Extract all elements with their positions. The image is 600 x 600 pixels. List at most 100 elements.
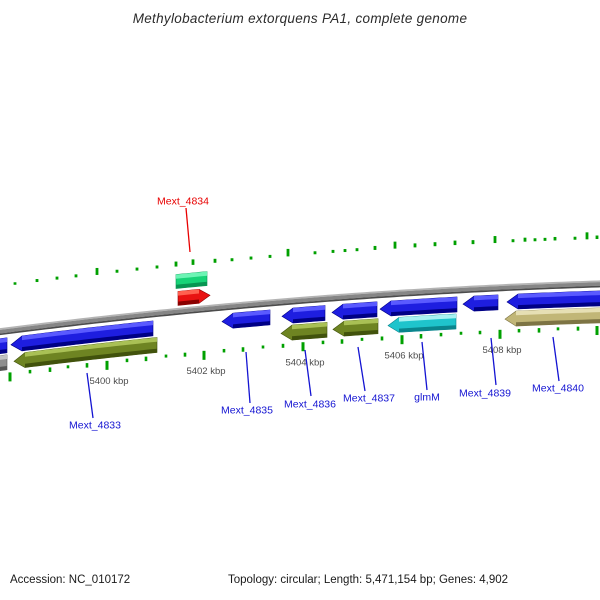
orf-tick: [413, 243, 417, 248]
ruler-major-tick: [400, 335, 404, 345]
gene-arrow-bevel: [399, 325, 456, 333]
orf-tick: [543, 237, 547, 241]
ruler-minor-tick: [340, 339, 344, 344]
gene-arrow-bevel: [391, 296, 457, 306]
orf-tick: [35, 279, 39, 283]
orf-tick: [471, 240, 475, 245]
ruler-minor-tick: [321, 340, 325, 345]
orf-tick: [286, 248, 290, 257]
gene-arrow-bevel: [176, 281, 207, 289]
orf-tick: [13, 282, 17, 285]
gene-arrow-bevel: [518, 290, 600, 299]
orf-tick: [230, 258, 234, 262]
label-callout-line: [421, 341, 428, 391]
orf-tick: [511, 239, 515, 243]
gene-arrow-bevel: [0, 354, 7, 360]
orf-tick: [533, 238, 537, 242]
orf-tick: [268, 254, 272, 258]
orf-tick: [155, 265, 159, 269]
orf-tick: [595, 235, 599, 240]
label-callout-line: [490, 337, 497, 386]
orf-tick: [373, 245, 377, 250]
orf-tick: [191, 259, 195, 265]
orf-tick: [313, 251, 317, 255]
gene-label-glmM[interactable]: glmM: [414, 392, 440, 404]
ruler-major-tick: [8, 372, 12, 382]
label-callout-line: [357, 346, 366, 392]
gene-arrow-bevel: [474, 294, 498, 301]
orf-tick: [249, 256, 253, 260]
ruler-minor-tick: [85, 363, 89, 368]
ruler-minor-tick: [419, 334, 423, 339]
ruler-minor-tick: [125, 358, 129, 363]
label-callout-line: [185, 207, 191, 253]
ruler-minor-tick: [183, 352, 187, 357]
gene-arrow-bevel: [0, 348, 7, 354]
gene-label-Mext_4833[interactable]: Mext_4833: [69, 420, 121, 432]
gene-arrow-bevel: [0, 337, 7, 343]
orf-tick: [55, 276, 59, 280]
ruler-minor-tick: [439, 332, 443, 337]
orf-tick: [174, 261, 178, 267]
gene-arrow-bevel: [344, 318, 378, 326]
gene-label-Mext_4837[interactable]: Mext_4837: [343, 393, 395, 405]
gene-arrow-bevel: [178, 299, 199, 306]
gene-arrow-bevel: [516, 307, 600, 316]
gene-arrow-bevel: [518, 302, 600, 309]
orf-tick: [213, 258, 217, 263]
label-callout-line: [86, 372, 94, 419]
ruler-minor-tick: [576, 326, 580, 331]
accession-text: Accession: NC_010172: [10, 574, 131, 586]
gene-arrow-bevel: [391, 308, 457, 316]
ruler-minor-tick: [556, 327, 560, 331]
orf-tick: [393, 241, 397, 249]
genome-backbone: [0, 282, 600, 334]
orf-tick: [585, 232, 589, 240]
ruler-major-tick: [105, 360, 109, 370]
gene-arrow-bevel: [292, 322, 327, 330]
ruler-minor-tick: [360, 337, 364, 341]
ruler-label: 5400 kbp: [89, 376, 128, 387]
label-callout-line: [304, 349, 312, 397]
gene-arrow-bevel: [25, 348, 157, 368]
gene-arrow-bevel: [233, 321, 270, 329]
orf-tick: [115, 269, 119, 273]
gene-label-Mext_4834[interactable]: Mext_4834: [157, 196, 209, 208]
ruler-label: 5406 kbp: [384, 351, 423, 362]
gene-arrow-bevel: [22, 320, 153, 341]
gene-arrow-bevel: [344, 329, 378, 337]
gene-arrow-bevel: [178, 289, 199, 296]
orf-tick: [74, 274, 78, 278]
ruler-minor-tick: [48, 367, 52, 372]
gene-arrow-bevel: [399, 314, 456, 322]
orf-tick: [523, 237, 527, 242]
ruler-minor-tick: [281, 343, 285, 348]
ruler-major-tick: [498, 329, 502, 339]
orf-tick: [331, 249, 335, 253]
ruler-minor-tick: [144, 356, 148, 362]
ruler-minor-tick: [241, 347, 245, 352]
orf-tick: [573, 236, 577, 240]
gene-arrow-bevel: [293, 305, 325, 313]
orf-tick: [343, 249, 347, 253]
gene-arrow-bevel: [343, 313, 377, 320]
gene-label-Mext_4840[interactable]: Mext_4840: [532, 383, 584, 395]
ruler-minor-tick: [380, 336, 384, 341]
ruler-minor-tick: [164, 354, 168, 358]
label-callout-line: [245, 351, 251, 404]
gene-arrow-bevel: [474, 306, 498, 312]
gene-arrow-bevel: [0, 365, 7, 371]
ruler-minor-tick: [66, 365, 70, 369]
gene-label-Mext_4835[interactable]: Mext_4835: [221, 405, 273, 417]
ruler-minor-tick: [261, 345, 265, 349]
gene-arrow-bevel: [343, 301, 377, 309]
gene-label-Mext_4836[interactable]: Mext_4836: [284, 399, 336, 411]
gene-label-Mext_4839[interactable]: Mext_4839: [459, 388, 511, 400]
ruler-minor-tick: [28, 369, 32, 374]
gene-arrow-bevel: [293, 316, 325, 324]
gene-arrow-bevel: [292, 333, 327, 341]
orf-tick: [553, 236, 557, 241]
gene-arrow-bevel: [25, 337, 157, 357]
ruler-major-tick: [595, 326, 599, 336]
